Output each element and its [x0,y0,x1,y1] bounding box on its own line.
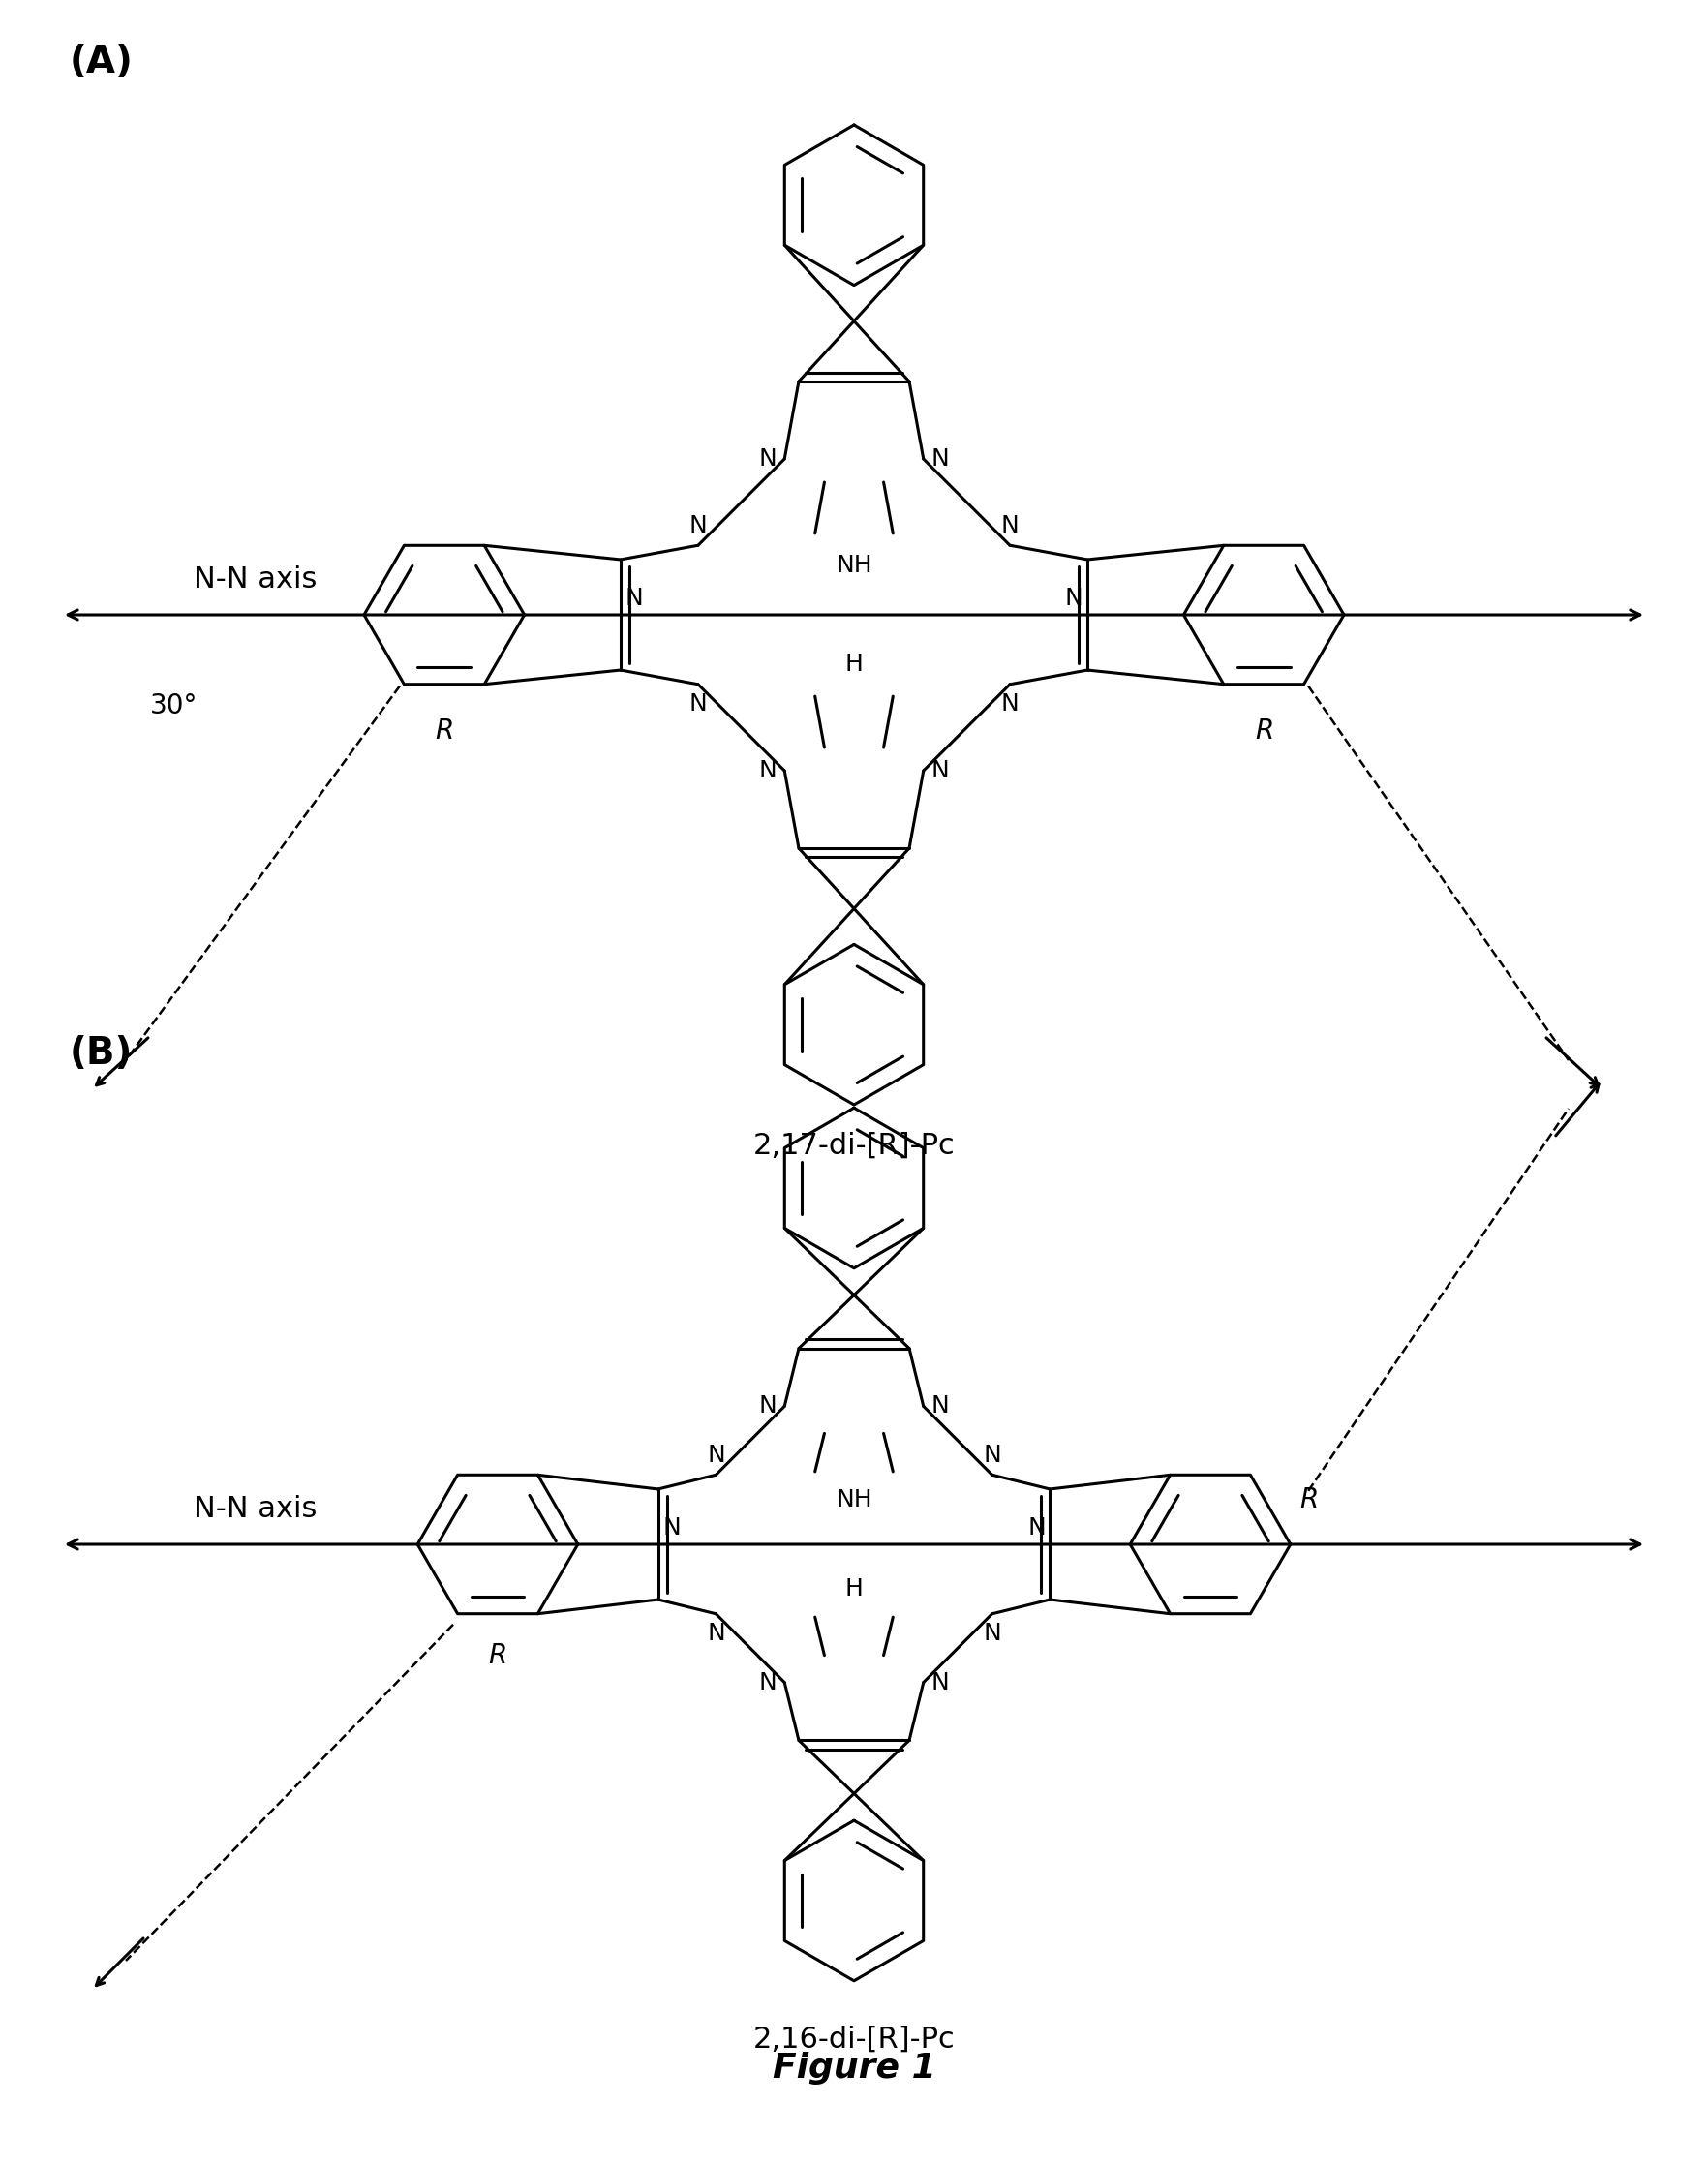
Text: Figure 1: Figure 1 [772,2051,936,2084]
Text: N: N [1001,515,1020,537]
Text: R: R [488,1642,507,1668]
Text: N: N [688,692,707,716]
Text: R: R [434,716,453,744]
Text: N: N [663,1515,680,1539]
Text: N: N [707,1443,724,1467]
Text: R: R [1300,1487,1319,1513]
Text: N: N [931,1394,950,1417]
Text: R: R [1255,716,1274,744]
Text: N: N [688,515,707,537]
Text: 2,16-di-[R]-Pc: 2,16-di-[R]-Pc [753,2026,955,2054]
Text: (A): (A) [70,43,133,80]
Text: NH: NH [835,1489,873,1510]
Text: N: N [758,1394,777,1417]
Text: N: N [707,1621,724,1645]
Text: N: N [931,760,950,783]
Text: N: N [984,1443,1001,1467]
Text: N: N [984,1621,1001,1645]
Text: N: N [758,1671,777,1694]
Text: N: N [758,448,777,470]
Text: N: N [1064,586,1083,610]
Text: N-N axis: N-N axis [193,1495,318,1523]
Text: NH: NH [835,554,873,578]
Text: N: N [931,448,950,470]
Text: 2,17-di-[R]-Pc: 2,17-di-[R]-Pc [753,1132,955,1160]
Text: N-N axis: N-N axis [193,565,318,593]
Text: N: N [1028,1515,1045,1539]
Text: 30°: 30° [150,692,198,718]
Text: N: N [625,586,644,610]
Text: (B): (B) [70,1034,133,1071]
Text: N: N [758,760,777,783]
Text: N: N [1001,692,1020,716]
Text: N: N [931,1671,950,1694]
Text: H: H [845,651,863,675]
Text: H: H [845,1578,863,1601]
